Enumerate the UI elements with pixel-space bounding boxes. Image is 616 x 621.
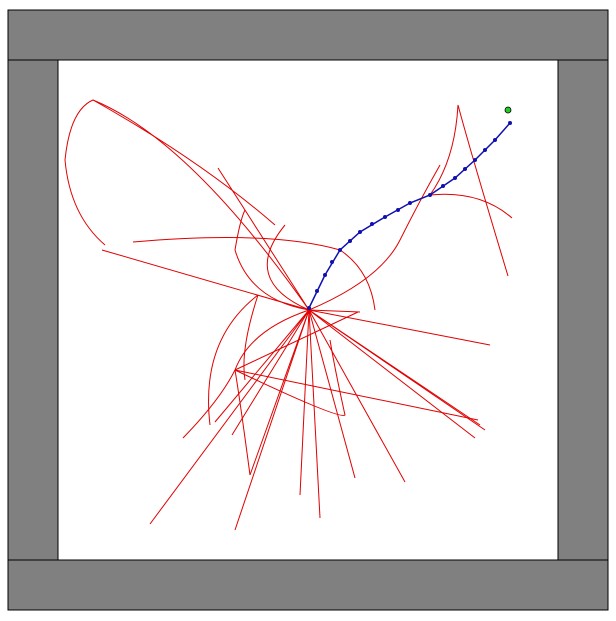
waypoint xyxy=(428,193,432,197)
wall-left xyxy=(7,59,59,561)
edge xyxy=(64,99,310,311)
edge xyxy=(234,311,359,371)
waypoint xyxy=(338,248,342,252)
edge xyxy=(308,309,406,483)
edge xyxy=(308,309,361,313)
edge xyxy=(234,369,251,476)
edge xyxy=(266,224,310,311)
edge xyxy=(149,309,310,525)
edge xyxy=(208,294,259,426)
edge xyxy=(308,309,476,439)
edge xyxy=(308,164,441,311)
edge xyxy=(429,193,513,219)
edge xyxy=(299,309,310,496)
waypoint xyxy=(396,208,400,212)
edge xyxy=(92,99,276,226)
waypoint xyxy=(463,167,467,171)
edge xyxy=(243,294,259,381)
waypoint xyxy=(493,138,497,142)
waypoint xyxy=(453,176,457,180)
waypoint xyxy=(358,230,362,234)
edge xyxy=(308,309,491,346)
edge xyxy=(234,309,310,531)
waypoint xyxy=(408,201,412,205)
edge xyxy=(101,249,310,311)
wall-right xyxy=(557,59,609,561)
edge xyxy=(234,369,479,421)
edge xyxy=(214,309,310,423)
goal xyxy=(504,106,512,114)
waypoint xyxy=(370,222,374,226)
edge xyxy=(308,309,486,431)
waypoint xyxy=(483,148,487,152)
wall-bottom xyxy=(7,559,609,611)
edge xyxy=(217,167,310,311)
solution-path xyxy=(307,121,512,310)
edge xyxy=(308,309,356,479)
waypoint xyxy=(383,215,387,219)
waypoint xyxy=(441,184,445,188)
edge xyxy=(132,237,376,311)
edge xyxy=(234,209,310,311)
waypoint xyxy=(330,260,334,264)
edge xyxy=(231,309,310,436)
waypoint xyxy=(348,239,352,243)
edge xyxy=(249,309,310,476)
waypoint xyxy=(315,289,319,293)
waypoint xyxy=(323,273,327,277)
waypoint xyxy=(508,121,512,125)
search-tree xyxy=(64,99,513,531)
wall-top xyxy=(7,9,609,61)
edge xyxy=(234,339,346,416)
edge xyxy=(429,104,509,277)
waypoint xyxy=(307,306,311,310)
edge xyxy=(308,309,321,519)
waypoint xyxy=(473,158,477,162)
